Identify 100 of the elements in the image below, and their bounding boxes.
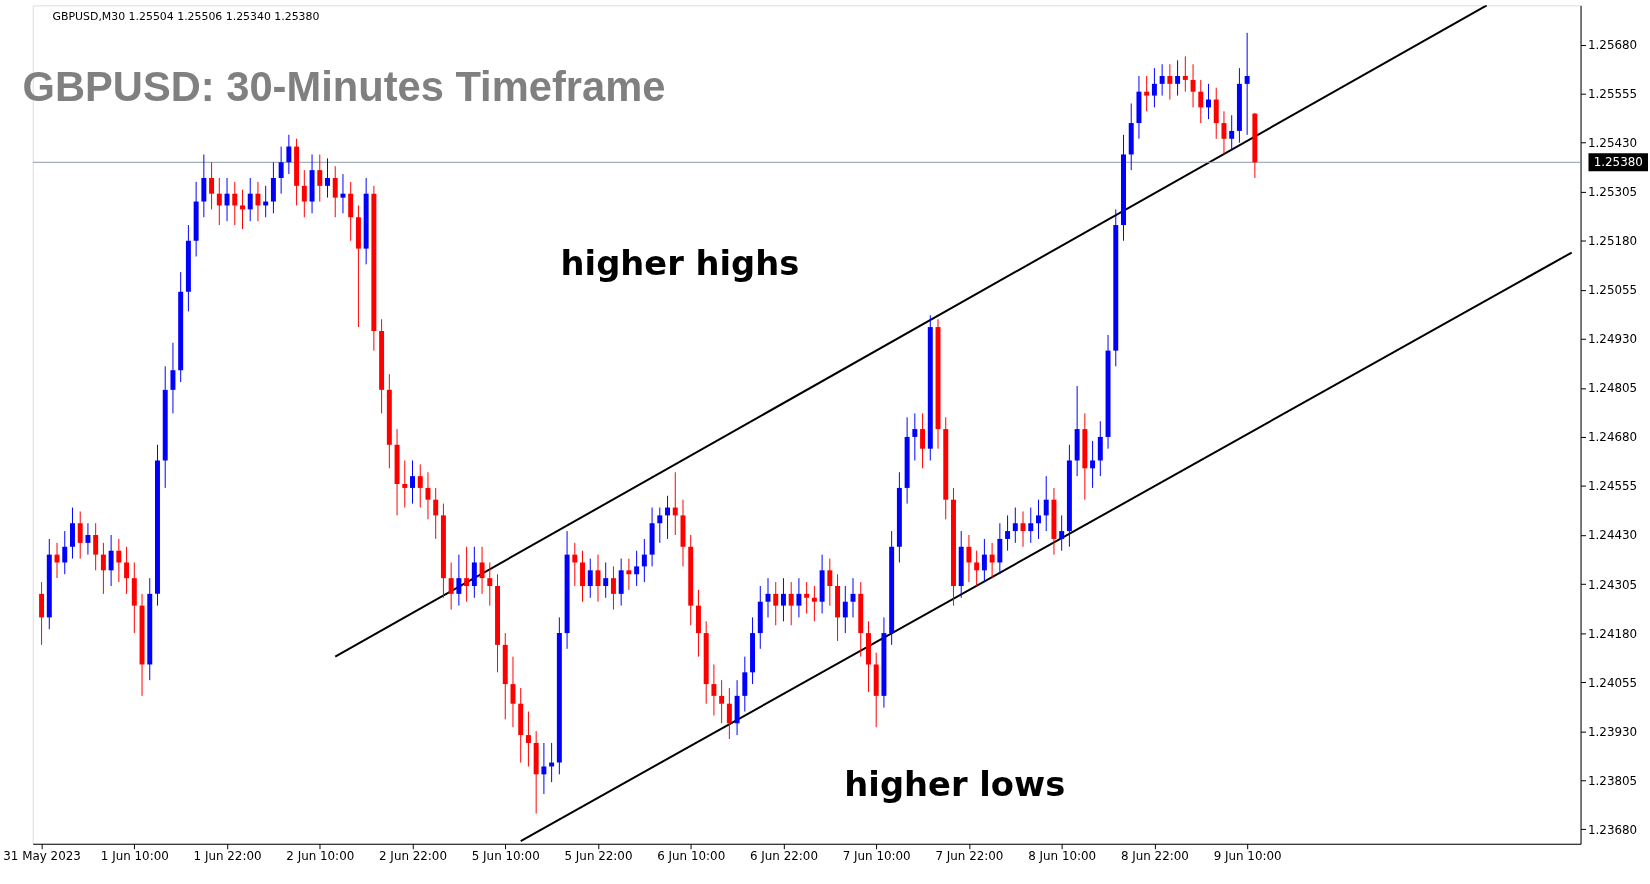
- y-tick-label: 1.24305: [1587, 577, 1638, 592]
- candlestick: [997, 522, 1003, 575]
- candlestick: [827, 558, 833, 607]
- annotation: higher highs: [560, 244, 800, 284]
- candlestick: [278, 146, 284, 195]
- candlestick: [842, 585, 848, 634]
- candlestick: [325, 157, 330, 199]
- candlestick: [1190, 63, 1196, 108]
- candlestick: [1198, 79, 1204, 124]
- candlestick: [1229, 114, 1235, 152]
- candlestick: [1097, 420, 1103, 477]
- y-tick-label: 1.24555: [1587, 479, 1638, 494]
- candlestick: [93, 522, 99, 571]
- candlestick: [1206, 83, 1211, 120]
- candlestick: [1221, 110, 1227, 155]
- x-tick-label: 8 Jun 22:00: [1120, 849, 1189, 864]
- candlestick: [711, 663, 717, 716]
- candlestick: [796, 577, 802, 618]
- annotation: higher lows: [844, 765, 1066, 805]
- candlestick: [541, 742, 547, 795]
- candlestick: [471, 546, 477, 599]
- candlestick: [1059, 514, 1065, 552]
- candlestick: [224, 177, 230, 222]
- candlestick: [1005, 514, 1011, 552]
- candlestick: [62, 530, 68, 575]
- candlestick: [572, 542, 578, 587]
- y-tick-label: 1.23680: [1587, 822, 1638, 837]
- candlestick: [456, 554, 462, 607]
- y-tick-label: 1.24680: [1587, 430, 1638, 445]
- candlestick: [1151, 67, 1157, 108]
- candlestick: [788, 581, 794, 626]
- candlestick: [286, 134, 292, 175]
- candlestick: [1244, 32, 1250, 136]
- candlestick: [448, 561, 454, 611]
- candlestick: [487, 561, 493, 607]
- x-tick-label: 5 Jun 10:00: [471, 849, 540, 864]
- candlestick: [1036, 499, 1041, 540]
- y-tick-label: 1.23805: [1587, 773, 1638, 788]
- candlestick: [1213, 87, 1219, 140]
- candlestick: [657, 507, 663, 544]
- candlestick: [340, 173, 346, 214]
- candlestick: [232, 181, 238, 226]
- candlestick: [317, 153, 323, 203]
- candlestick: [641, 538, 647, 583]
- candlestick: [665, 495, 671, 540]
- y-tick-label: 1.25305: [1587, 185, 1638, 200]
- candlestick: [425, 471, 431, 520]
- candlestick: [1182, 55, 1188, 93]
- candlestick: [1144, 75, 1150, 112]
- ref-line-label: 1.25380: [1593, 155, 1643, 170]
- y-tick-label: 1.24930: [1587, 332, 1638, 347]
- candlestick: [247, 177, 253, 222]
- candlestick: [108, 534, 114, 587]
- candlestick: [920, 412, 926, 469]
- candlestick: [603, 561, 609, 599]
- candlestick: [1012, 507, 1018, 544]
- candlestick: [209, 161, 215, 210]
- candlestick: [1043, 475, 1049, 532]
- x-tick-label: 1 Jun 22:00: [193, 849, 262, 864]
- candlestick: [433, 487, 439, 540]
- candlestick: [780, 577, 786, 622]
- candlestick: [332, 165, 338, 218]
- candlestick: [270, 161, 276, 214]
- candlestick: [70, 507, 75, 560]
- candlestick: [1020, 510, 1026, 548]
- candlestick: [1159, 63, 1165, 97]
- x-tick-label: 6 Jun 10:00: [657, 849, 726, 864]
- x-tick-label: 5 Jun 22:00: [564, 849, 633, 864]
- y-tick-label: 1.25430: [1587, 136, 1638, 151]
- candlestick: [1090, 440, 1096, 489]
- candlestick: [912, 412, 918, 461]
- candlestick: [39, 581, 45, 646]
- candlestick: [773, 581, 779, 626]
- candlestick: [170, 342, 176, 414]
- y-tick-label: 1.23930: [1587, 724, 1638, 739]
- candlestick: [989, 542, 995, 579]
- candlestick: [719, 679, 725, 724]
- candlestick: [672, 471, 678, 536]
- annotation: GBPUSD,M30 1.25504 1.25506 1.25340 1.25380: [52, 10, 320, 24]
- y-tick-label: 1.24805: [1587, 381, 1638, 396]
- candlestick: [240, 189, 245, 230]
- x-tick-label: 8 Jun 10:00: [1028, 849, 1097, 864]
- candlestick: [804, 581, 810, 614]
- candlestick: [726, 687, 732, 740]
- candlestick: [1175, 59, 1181, 97]
- candlestick: [626, 558, 632, 591]
- candlestick: [580, 550, 586, 603]
- y-tick-label: 1.24055: [1587, 675, 1638, 690]
- candlestick: [634, 550, 640, 587]
- candlestick: [216, 177, 222, 226]
- candlestick: [116, 538, 122, 583]
- candlestick: [124, 546, 130, 595]
- x-tick-label: 9 Jun 10:00: [1213, 849, 1282, 864]
- x-tick-label: 7 Jun 22:00: [935, 849, 1004, 864]
- x-tick-label: 31 May 2023: [3, 849, 81, 864]
- candlestick: [966, 534, 972, 583]
- candlestick: [1167, 63, 1173, 101]
- candlestick: [201, 153, 207, 218]
- candlestick: [301, 169, 307, 218]
- candlestick: [1028, 507, 1034, 544]
